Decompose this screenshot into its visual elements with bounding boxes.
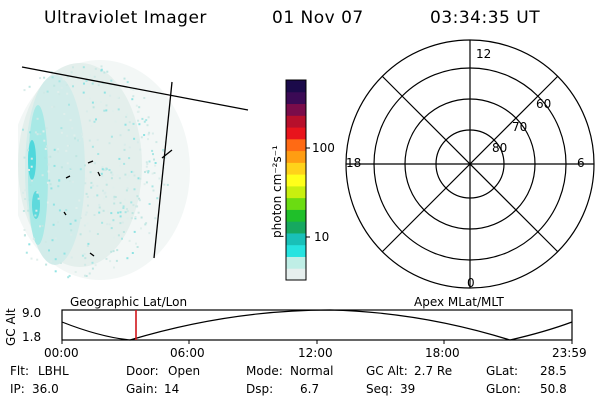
colorbar-segment [286, 103, 306, 116]
mode-value: Normal [290, 364, 334, 378]
lat-label-70: 70 [512, 120, 528, 134]
instrument-title: Ultraviolet Imager [44, 8, 207, 28]
polar-grid [345, 39, 595, 289]
timeline-x-tick-4: 23:59 [552, 346, 587, 360]
ip-value: 36.0 [32, 382, 59, 396]
timeline-x-tick-1: 06:00 [170, 346, 205, 360]
mlt-label-left: 18 [346, 156, 362, 170]
colorbar-segment [286, 91, 306, 105]
colorbar-tick-100: 100 [312, 141, 335, 155]
date-label: 01 Nov 07 [272, 8, 364, 28]
colorbar-segment [286, 221, 306, 234]
colorbar-segment [286, 209, 306, 222]
timeline-y-axis-label: GC Alt [4, 308, 18, 346]
colorbar-segment [286, 162, 306, 175]
timeline-y-max: 9.0 [22, 306, 42, 320]
colorbar-segment [286, 268, 306, 281]
colorbar-segment [286, 115, 306, 128]
dsp-value: 6.7 [300, 382, 320, 396]
mlt-label-top: 12 [476, 47, 492, 61]
seq-value: 39 [400, 382, 416, 396]
colorbar-unit-label: photon cm⁻²s⁻¹ [270, 145, 284, 238]
door-label: Door: [126, 364, 159, 378]
color-scale-bar [286, 80, 306, 281]
geographic-grid-lines [21, 66, 249, 259]
ip-label: IP: [10, 382, 25, 396]
colorbar-segment [286, 138, 306, 152]
timeline-right-label: Apex MLat/MLT [414, 295, 504, 309]
uv-earth-image [18, 60, 190, 280]
colorbar-segment [286, 150, 306, 163]
glon-label: GLon: [486, 382, 521, 396]
timeline-x-tick-3: 18:00 [425, 346, 460, 360]
lat-label-60: 60 [536, 97, 552, 111]
mode-label: Mode: [246, 364, 283, 378]
flt-value: LBHL [38, 364, 69, 378]
colorbar-segment [286, 256, 306, 269]
door-value: Open [168, 364, 201, 378]
dsp-label: Dsp: [246, 382, 274, 396]
colorbar-segment [286, 197, 306, 210]
glat-value: 28.5 [540, 364, 567, 378]
timeline-x-tick-2: 12:00 [298, 346, 333, 360]
timeline-left-label: Geographic Lat/Lon [70, 295, 188, 309]
colorbar-tick-10: 10 [314, 230, 330, 244]
mlt-label-right: 6 [577, 156, 585, 170]
flt-label: Flt: [10, 364, 29, 378]
timeline-ticks [61, 340, 573, 344]
seq-label: Seq: [366, 382, 393, 396]
colorbar-segment [286, 244, 306, 257]
gc-alt-value: 2.7 Re [414, 364, 453, 378]
colorbar-segment [286, 127, 306, 140]
mlt-label-bottom: 0 [467, 276, 475, 290]
colorbar-segment [286, 185, 306, 199]
colorbar-segment [286, 232, 306, 246]
glat-label: GLat: [486, 364, 519, 378]
altitude-curve [61, 309, 573, 341]
gain-label: Gain: [126, 382, 158, 396]
timeline-y-min: 1.8 [22, 330, 42, 344]
colorbar-segment [286, 80, 306, 93]
lat-label-80: 80 [492, 141, 508, 155]
time-label: 03:34:35 UT [430, 8, 541, 28]
glon-value: 50.8 [540, 382, 567, 396]
colorbar-segment [286, 174, 306, 187]
gc-alt-label: GC Alt: [366, 364, 408, 378]
gain-value: 14 [164, 382, 180, 396]
timeline-x-tick-0: 00:00 [44, 346, 79, 360]
